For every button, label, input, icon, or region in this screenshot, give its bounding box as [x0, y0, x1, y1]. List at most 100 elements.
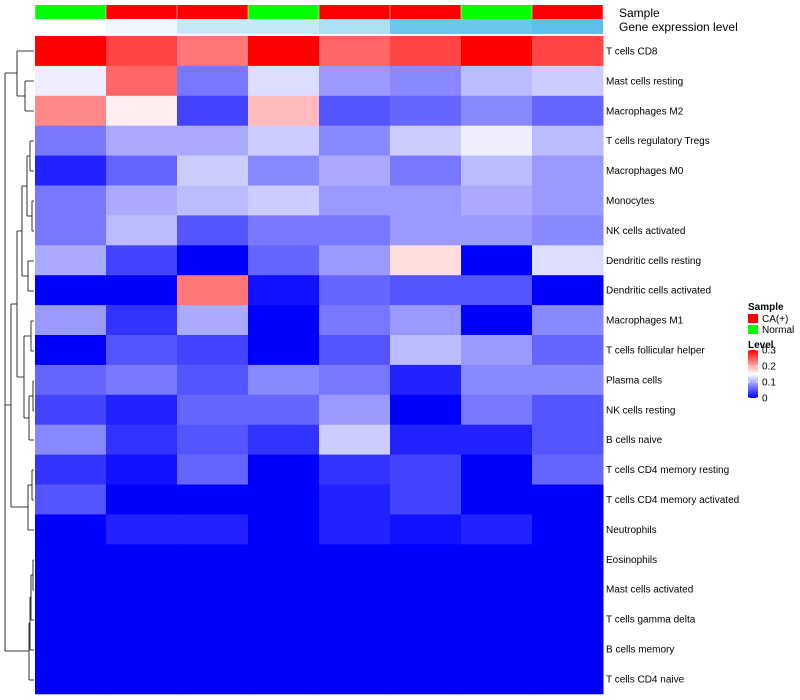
- heatmap-cell: [461, 215, 533, 246]
- heatmap-cell: [390, 663, 462, 695]
- row-label: T cells regulatory Tregs: [606, 136, 710, 147]
- expression-annotation-bar: [35, 19, 603, 34]
- heatmap-cell: [390, 634, 462, 665]
- heatmap-cell: [248, 454, 320, 485]
- heatmap-cell: [106, 424, 178, 456]
- heatmap-cell: [319, 275, 391, 306]
- heatmap-cell: [177, 335, 249, 366]
- heatmap-cell: [390, 185, 462, 216]
- heatmap-cell: [177, 394, 249, 426]
- heatmap-cell: [461, 95, 533, 127]
- heatmap-cell: [248, 215, 320, 246]
- heatmap-cell: [248, 484, 320, 515]
- legend: Sample CA(+) Normal Level 0.3 0.2 0.1 0: [748, 302, 794, 405]
- heatmap-cell: [532, 65, 604, 97]
- heatmap-cell: [319, 514, 391, 545]
- heatmap-cell: [461, 185, 533, 216]
- heatmap-cell: [461, 65, 533, 97]
- row-label: Mast cells resting: [606, 76, 683, 87]
- heatmap-cell: [106, 484, 178, 515]
- heatmap-cell: [35, 275, 107, 306]
- heatmap-cell: [35, 544, 107, 575]
- heatmap-cell: [390, 65, 462, 97]
- heatmap-cell: [461, 574, 533, 605]
- row-label: T cells gamma delta: [606, 615, 696, 626]
- sample-annotation-cell: [532, 5, 603, 19]
- heatmap-cell: [248, 364, 320, 396]
- heatmap-cell: [390, 574, 462, 605]
- heatmap-cell: [461, 544, 533, 575]
- heatmap-cell: [106, 663, 178, 695]
- heatmap-cell: [532, 394, 604, 426]
- heatmap-cell: [248, 394, 320, 426]
- heatmap-cell: [461, 155, 533, 186]
- heatmap-cell: [177, 155, 249, 186]
- legend-label-ca: CA(+): [762, 314, 788, 325]
- heatmap-cell: [390, 544, 462, 575]
- heatmap-cell: [532, 364, 604, 396]
- heatmap-cell: [106, 514, 178, 545]
- heatmap-cell: [461, 36, 533, 67]
- heatmap-cell: [319, 544, 391, 575]
- heatmap-cell: [390, 125, 462, 157]
- row-label: Macrophages M1: [606, 316, 684, 327]
- heatmap-cell: [248, 514, 320, 545]
- heatmap-cell: [319, 305, 391, 336]
- row-label: B cells naive: [606, 435, 663, 446]
- sample-annotation-bar: [34, 5, 604, 34]
- heatmap-cell: [35, 65, 107, 97]
- heatmap-cell: [106, 95, 178, 127]
- heatmap-cell: [106, 155, 178, 186]
- heatmap-cell: [35, 604, 107, 635]
- heatmap-cell: [461, 305, 533, 336]
- heatmap-cell: [106, 394, 178, 426]
- heatmap-cell: [532, 95, 604, 127]
- heatmap-cell: [177, 185, 249, 216]
- heatmap-cell: [248, 245, 320, 276]
- heatmap-cell: [390, 245, 462, 276]
- heatmap-cell: [532, 245, 604, 276]
- sample-annotation-cell: [177, 5, 248, 19]
- heatmap-cell: [177, 484, 249, 515]
- heatmap-cell: [248, 95, 320, 127]
- heatmap-cell: [532, 604, 604, 635]
- heatmap-cell: [390, 215, 462, 246]
- heatmap-cell: [248, 604, 320, 635]
- sample-annotation-cell: [106, 5, 177, 19]
- heatmap-cell: [532, 36, 604, 67]
- heatmap-cell: [390, 454, 462, 485]
- row-label: T cells CD4 memory activated: [606, 495, 739, 506]
- heatmap-cell: [390, 394, 462, 426]
- heatmap-cell: [177, 215, 249, 246]
- legend-gradient: [748, 350, 758, 398]
- row-label: Dendritic cells activated: [606, 286, 711, 297]
- heatmap-cell: [390, 36, 462, 67]
- heatmap-cell: [106, 215, 178, 246]
- heatmap-cell: [106, 335, 178, 366]
- heatmap-cell: [106, 604, 178, 635]
- heatmap-cell: [177, 364, 249, 396]
- sample-annotation-label: Sample: [619, 6, 660, 20]
- heatmap-cell: [390, 275, 462, 306]
- legend-level-ticks: 0.3 0.2 0.1 0: [748, 346, 776, 405]
- heatmap-cell: [461, 514, 533, 545]
- heatmap-cell: [35, 36, 107, 67]
- heatmap-cell: [319, 454, 391, 485]
- heatmap-cell: [390, 514, 462, 545]
- heatmap-cell: [532, 125, 604, 157]
- heatmap-cell: [319, 663, 391, 695]
- heatmap-cell: [248, 275, 320, 306]
- heatmap-cell: [177, 125, 249, 157]
- heatmap-cell: [35, 574, 107, 605]
- row-label: Macrophages M0: [606, 166, 684, 177]
- row-label: T cells CD4 naive: [606, 674, 685, 685]
- heatmap-cell: [177, 604, 249, 635]
- heatmap-cell: [106, 544, 178, 575]
- heatmap-cell: [461, 364, 533, 396]
- heatmap-cell: [177, 245, 249, 276]
- legend-tick-label: 0.1: [762, 378, 776, 389]
- heatmap-cell: [248, 424, 320, 456]
- heatmap-cell: [177, 65, 249, 97]
- heatmap-cell: [177, 574, 249, 605]
